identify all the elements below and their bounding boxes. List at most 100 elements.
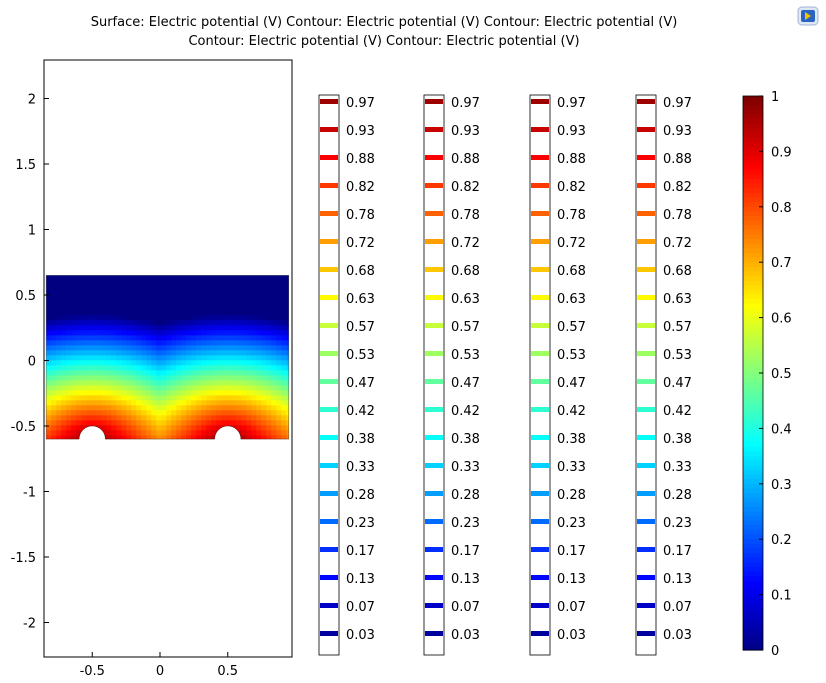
field-cell bbox=[161, 415, 167, 421]
colorbar-strip bbox=[743, 225, 763, 231]
field-cell bbox=[281, 360, 287, 366]
field-cell bbox=[241, 395, 247, 401]
field-cell bbox=[71, 395, 77, 401]
field-cell bbox=[116, 280, 122, 286]
field-cell bbox=[156, 280, 162, 286]
field-cell bbox=[236, 345, 242, 351]
field-cell bbox=[71, 430, 77, 436]
field-cell bbox=[141, 395, 147, 401]
field-cell bbox=[106, 305, 112, 311]
field-cell bbox=[176, 295, 182, 301]
contour-label: 0.47 bbox=[557, 376, 586, 391]
field-cell bbox=[81, 275, 87, 281]
field-cell bbox=[61, 400, 67, 406]
y-tick-label: 1 bbox=[28, 224, 36, 239]
field-cell bbox=[196, 360, 202, 366]
contour-swatch bbox=[320, 155, 338, 160]
field-cell bbox=[206, 360, 212, 366]
field-cell bbox=[206, 300, 212, 306]
field-cell bbox=[286, 380, 289, 386]
field-cell bbox=[181, 280, 187, 286]
field-cell bbox=[261, 365, 267, 371]
field-cell bbox=[286, 325, 289, 331]
colorbar-strip bbox=[743, 308, 763, 314]
field-cell bbox=[281, 365, 287, 371]
field-cell bbox=[266, 385, 272, 391]
field-cell bbox=[76, 365, 82, 371]
contour-swatch bbox=[531, 99, 549, 104]
field-cell bbox=[216, 365, 222, 371]
colorbar-strip bbox=[743, 137, 763, 143]
field-cell bbox=[101, 390, 107, 396]
field-cell bbox=[231, 275, 237, 281]
field-cell bbox=[76, 285, 82, 291]
field-cell bbox=[251, 295, 257, 301]
field-cell bbox=[81, 330, 87, 336]
field-cell bbox=[106, 345, 112, 351]
field-cell bbox=[256, 380, 262, 386]
field-cell bbox=[81, 405, 87, 411]
contour-swatch bbox=[637, 295, 655, 300]
field-cell bbox=[196, 330, 202, 336]
field-cell bbox=[216, 410, 222, 416]
field-cell bbox=[136, 400, 142, 406]
field-cell bbox=[206, 350, 212, 356]
field-cell bbox=[171, 435, 177, 440]
field-cell bbox=[166, 355, 172, 361]
contour-label: 0.38 bbox=[557, 432, 586, 447]
field-cell bbox=[116, 395, 122, 401]
contour-swatch bbox=[320, 463, 338, 468]
field-cell bbox=[51, 280, 57, 286]
field-cell bbox=[166, 365, 172, 371]
colorbar-strip bbox=[743, 469, 763, 476]
field-cell bbox=[181, 395, 187, 401]
field-cell bbox=[86, 340, 92, 346]
field-cell bbox=[96, 430, 102, 436]
field-cell bbox=[126, 380, 132, 386]
field-cell bbox=[71, 345, 77, 351]
colorbar-tick-label: 0.6 bbox=[771, 312, 792, 327]
field-cell bbox=[286, 280, 289, 286]
field-cell bbox=[221, 315, 227, 321]
field-cell bbox=[281, 290, 287, 296]
field-cell bbox=[161, 295, 167, 301]
field-cell bbox=[246, 370, 252, 376]
field-cell bbox=[106, 420, 112, 426]
contour-swatch bbox=[531, 575, 549, 580]
field-cell bbox=[121, 325, 127, 331]
field-cell bbox=[171, 390, 177, 396]
colorbar-strip bbox=[743, 562, 763, 568]
field-cell bbox=[76, 330, 82, 336]
field-cell bbox=[181, 410, 187, 416]
field-cell bbox=[121, 275, 127, 281]
field-cell bbox=[56, 290, 62, 296]
contour-label: 0.17 bbox=[346, 544, 375, 559]
field-cell bbox=[116, 335, 122, 341]
field-cell bbox=[221, 390, 227, 396]
field-cell bbox=[136, 380, 142, 386]
field-cell bbox=[281, 395, 287, 401]
colorbar-tick-label: 0.8 bbox=[771, 201, 792, 216]
field-cell bbox=[256, 340, 262, 346]
field-cell bbox=[211, 280, 217, 286]
field-cell bbox=[281, 435, 287, 440]
field-cell bbox=[261, 380, 267, 386]
field-cell bbox=[196, 365, 202, 371]
field-cell bbox=[146, 395, 152, 401]
colorbar-strip bbox=[743, 262, 763, 268]
field-cell bbox=[236, 380, 242, 386]
field-cell bbox=[131, 345, 137, 351]
field-cell bbox=[51, 350, 57, 356]
field-cell bbox=[121, 295, 127, 301]
field-cell bbox=[116, 275, 122, 281]
field-cell bbox=[71, 340, 77, 346]
y-tick-label: 0 bbox=[28, 355, 36, 370]
field-cell bbox=[236, 425, 242, 431]
field-cell bbox=[136, 330, 142, 336]
field-cell bbox=[56, 385, 62, 391]
field-cell bbox=[136, 335, 142, 341]
field-cell bbox=[86, 365, 92, 371]
colorbar-strip bbox=[743, 488, 763, 494]
field-cell bbox=[216, 370, 222, 376]
field-cell bbox=[246, 420, 252, 426]
